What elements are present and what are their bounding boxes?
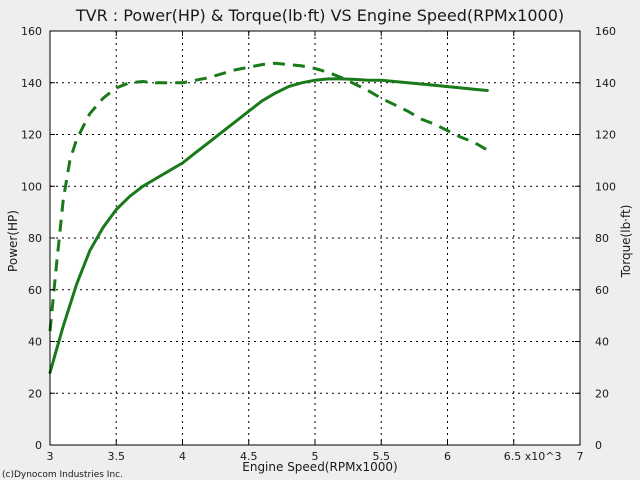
y2-tick-label: 20 xyxy=(595,387,609,400)
y-tick-label: 60 xyxy=(28,284,42,297)
x-tick-label: 3 xyxy=(47,450,54,463)
y2-tick-label: 40 xyxy=(595,336,609,349)
y2-tick-label: 100 xyxy=(595,180,616,193)
y2-tick-label: 160 xyxy=(595,25,616,38)
copyright-text: (c)Dynocom Industries Inc. xyxy=(2,470,123,480)
chart-title: TVR : Power(HP) & Torque(lb·ft) VS Engin… xyxy=(75,6,564,25)
y-tick-label: 40 xyxy=(28,336,42,349)
x-tick-label: 4.5 xyxy=(240,450,258,463)
y-axis-label: Power(HP) xyxy=(6,210,20,272)
torque-series-line xyxy=(48,61,489,332)
x-tick-label: 7 xyxy=(577,450,584,463)
x-tick-label: 6 xyxy=(444,450,451,463)
x-tick-label: 6.5 x10^3 xyxy=(504,450,562,463)
series-layer xyxy=(48,61,489,375)
x-tick-label: 3.5 xyxy=(108,450,126,463)
x-axis-label: Engine Speed(RPMx1000) xyxy=(242,460,398,474)
y2-tick-label: 120 xyxy=(595,129,616,142)
grid-lines xyxy=(50,31,580,445)
y-tick-label: 160 xyxy=(21,25,42,38)
tick-labels: 3 3.5 4 4.5 5 5.5 6 6.5 x10^3 702040608010012014… xyxy=(21,25,616,463)
power-series-line xyxy=(48,77,489,375)
y2-tick-label: 140 xyxy=(595,77,616,90)
y-tick-label: 120 xyxy=(21,129,42,142)
y2-tick-label: 60 xyxy=(595,284,609,297)
y2-tick-label: 0 xyxy=(595,439,602,452)
x-tick-label: 5 xyxy=(312,450,319,463)
y-tick-label: 20 xyxy=(28,387,42,400)
y2-axis-label: Torque(lb·ft) xyxy=(619,205,633,279)
x-tick-label: 4 xyxy=(179,450,186,463)
y-tick-label: 140 xyxy=(21,77,42,90)
y-tick-label: 80 xyxy=(28,232,42,245)
y-tick-label: 0 xyxy=(35,439,42,452)
y2-tick-label: 80 xyxy=(595,232,609,245)
x-tick-label: 5.5 xyxy=(373,450,391,463)
y-tick-label: 100 xyxy=(21,180,42,193)
